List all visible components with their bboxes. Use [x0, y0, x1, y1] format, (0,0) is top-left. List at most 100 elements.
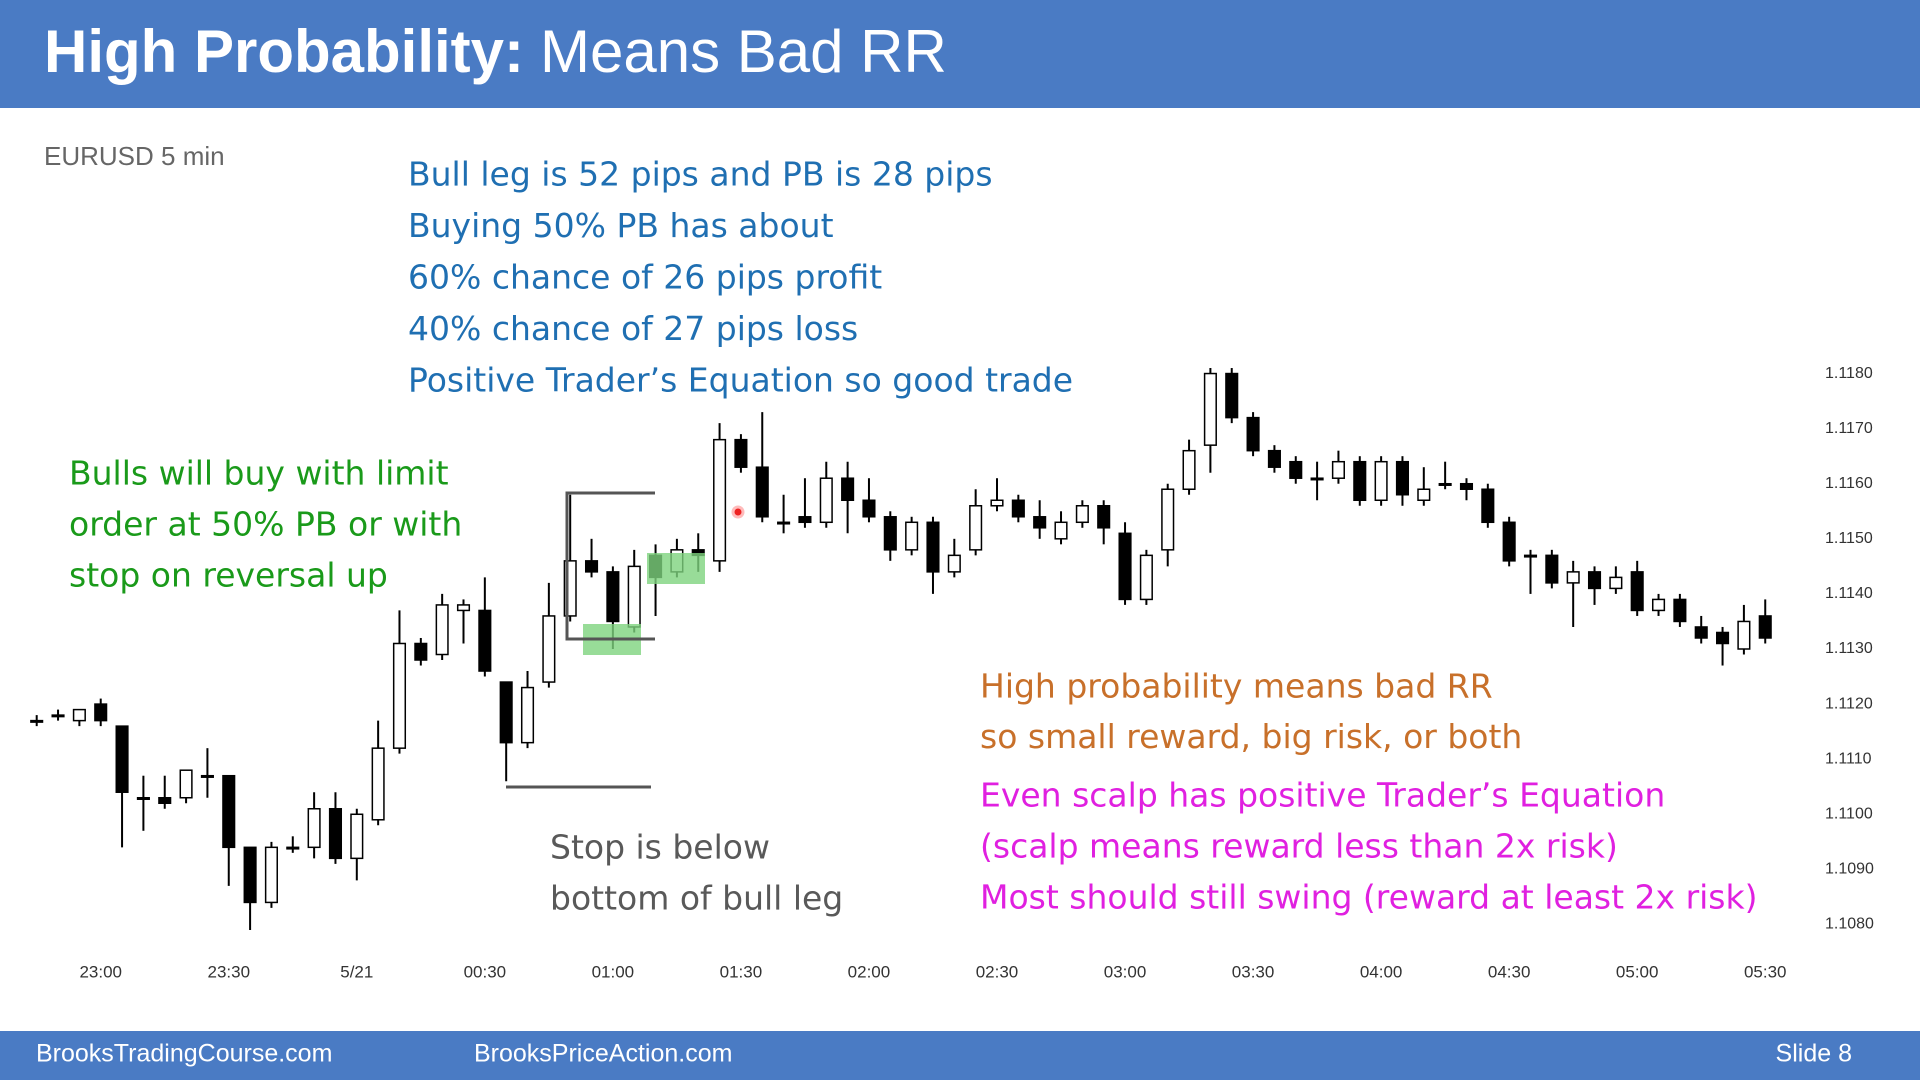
candle-body [862, 499, 876, 518]
candle-body [1716, 631, 1730, 645]
candle-body [627, 565, 641, 628]
x-tick-label: 02:30 [976, 962, 1019, 981]
candle-body [222, 774, 236, 849]
annotation-line: stop on reversal up [69, 556, 388, 595]
candle-body [1374, 460, 1388, 502]
annotation-line: so small reward, big risk, or both [980, 717, 1522, 756]
candle-body [1225, 372, 1239, 419]
annotation-line: 40% chance of 27 pips loss [408, 309, 858, 348]
candle-body [200, 774, 214, 778]
candle-body [1075, 505, 1089, 524]
candle-body [819, 477, 833, 524]
candle-body [563, 560, 577, 617]
footer-right: Slide 8 [1776, 1040, 1852, 1068]
candle-body [1523, 554, 1538, 558]
y-tick-label: 1.1180 [1825, 365, 1873, 382]
candle-body [584, 560, 599, 573]
candle-body [990, 499, 1004, 507]
candle-body [1459, 482, 1474, 490]
annotation-line: Positive Trader’s Equation so good trade [408, 361, 1073, 400]
candle-body [1630, 571, 1644, 612]
candle-body [542, 615, 556, 683]
title-rest: Means Bad RR [540, 18, 947, 85]
x-tick-label: 03:30 [1232, 962, 1275, 981]
y-tick-label: 1.1150 [1825, 530, 1873, 547]
annotation-line: High probability means bad RR [980, 667, 1493, 706]
candle-body [1651, 598, 1666, 612]
x-tick-label: 04:00 [1360, 962, 1403, 981]
footer-left: BrooksTradingCourse.com [36, 1040, 332, 1068]
x-tick-label: 23:30 [207, 962, 250, 981]
candle-body [94, 703, 108, 722]
candle-body [905, 521, 919, 551]
candle-body [1609, 576, 1623, 590]
candle-body [1182, 449, 1196, 490]
candle-body [1438, 482, 1452, 486]
annotation-line: order at 50% PB or with [69, 505, 462, 544]
candle-body [841, 477, 855, 502]
cursor-dot [731, 505, 745, 519]
candle-body [478, 609, 492, 672]
candle-body [307, 808, 321, 849]
candle-body [1331, 460, 1345, 479]
candle-body [179, 769, 193, 799]
candle-body [883, 516, 897, 551]
candle-body [1481, 488, 1495, 524]
x-tick-label: 03:00 [1104, 962, 1147, 981]
candle-body [1395, 460, 1410, 496]
candle-body [328, 808, 343, 860]
candle-body [264, 846, 278, 904]
x-tick-label: 5/21 [340, 962, 373, 981]
candle-body [1353, 460, 1367, 502]
bull-leg-bracket [565, 491, 655, 641]
candle-body [1673, 598, 1687, 623]
candle-body [520, 686, 535, 744]
annotation-line: Even scalp has positive Trader’s Equatio… [980, 776, 1665, 815]
y-tick-label: 1.1170 [1825, 420, 1873, 437]
y-tick-label: 1.1130 [1825, 640, 1873, 657]
candle-body [926, 521, 940, 573]
candle-body [1502, 521, 1516, 562]
candle-body [1566, 571, 1580, 584]
annotation-line: (scalp means reward less than 2x risk) [980, 827, 1618, 866]
candle-body [1310, 477, 1324, 481]
candle-body [435, 604, 449, 656]
candle-body [1587, 571, 1602, 590]
y-tick-label: 1.1090 [1825, 861, 1874, 878]
candle-body [350, 813, 364, 860]
x-tick-label: 01:00 [592, 962, 635, 981]
y-tick-label: 1.1080 [1825, 916, 1874, 933]
candle-body [1758, 615, 1772, 639]
candle-body [1054, 521, 1068, 540]
annotation-line: Buying 50% PB has about [408, 206, 834, 245]
y-tick-label: 1.1160 [1825, 475, 1873, 492]
candle-body [1203, 372, 1217, 446]
y-tick-label: 1.1100 [1825, 805, 1873, 822]
x-tick-label: 23:00 [79, 962, 122, 981]
candle-body [713, 438, 727, 562]
candle-body [115, 725, 129, 793]
candle-body [392, 642, 407, 749]
x-tick-label: 05:00 [1616, 962, 1659, 981]
annotation-line: Bulls will buy with limit [69, 454, 449, 493]
annotation-line: Most should still swing (reward at least… [980, 878, 1757, 917]
candle-body [1289, 460, 1303, 479]
candle-body [947, 554, 961, 573]
x-tick-label: 02:00 [848, 962, 891, 981]
annotation-line: Bull leg is 52 pips and PB is 28 pips [408, 155, 993, 194]
candle-body [1139, 554, 1153, 601]
candle-body [1033, 516, 1047, 529]
annotation-line: 60% chance of 26 pips profit [408, 258, 882, 297]
candle-body [30, 719, 44, 723]
y-tick-label: 1.1110 [1825, 750, 1872, 767]
footer-bar [0, 1031, 1920, 1080]
candle-body [414, 642, 428, 661]
candle-body [1267, 449, 1281, 468]
annotation-line: bottom of bull leg [550, 879, 843, 918]
candle-body [456, 604, 471, 612]
y-tick-label: 1.1140 [1825, 585, 1873, 602]
x-tick-label: 00:30 [464, 962, 507, 981]
footer-middle: BrooksPriceAction.com [474, 1040, 732, 1068]
candle-body [777, 521, 791, 525]
